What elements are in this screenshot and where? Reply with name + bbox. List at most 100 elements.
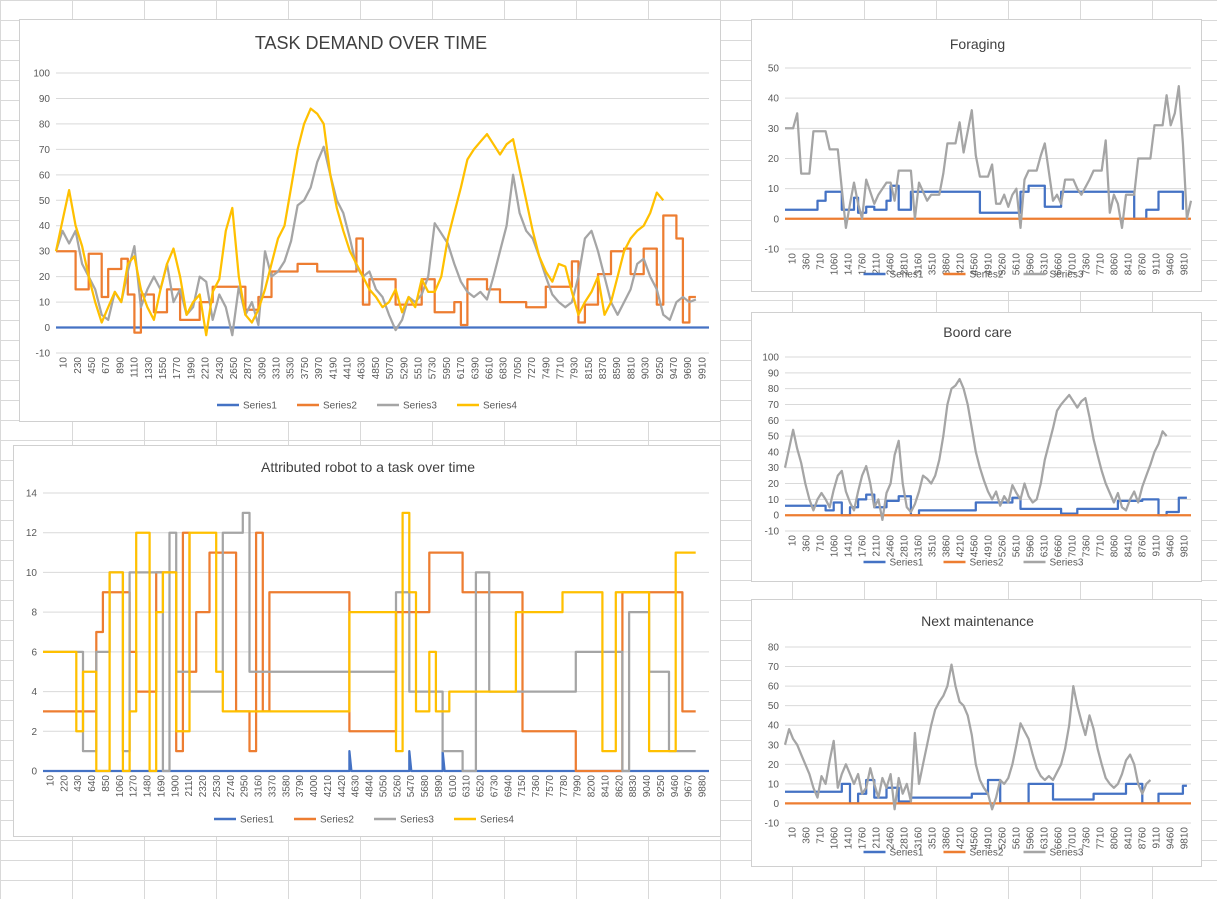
legend-label: Series3: [1050, 558, 1084, 569]
x-tick-label: 5290: [399, 357, 410, 380]
x-tick-label: 1060: [830, 827, 841, 850]
x-tick-label: 8760: [1138, 827, 1149, 850]
y-tick-label: 10: [768, 779, 780, 790]
x-tick-label: 8060: [1110, 253, 1121, 276]
x-tick-label: 2110: [184, 775, 195, 797]
legend-item: Series2: [943, 558, 1004, 569]
x-tick-label: 5610: [1012, 535, 1023, 558]
x-tick-label: 4420: [337, 775, 348, 798]
x-tick-label: 5070: [385, 357, 396, 380]
legend-item: Series2: [294, 815, 354, 826]
x-tick-label: 9670: [684, 775, 695, 798]
legend-label: Series4: [483, 401, 517, 412]
y-tick-label: -10: [765, 527, 780, 538]
x-tick-label: 9030: [641, 357, 652, 380]
x-tick-label: 7710: [1096, 535, 1107, 558]
x-tick-label: 230: [73, 357, 84, 374]
series-line-series4: [43, 511, 696, 773]
x-tick-label: 9040: [642, 775, 653, 798]
x-tick-label: 3310: [272, 357, 283, 380]
x-tick-label: 9110: [1152, 253, 1163, 275]
x-tick-label: 1770: [172, 357, 183, 380]
x-tick-label: 4560: [970, 253, 981, 276]
y-tick-label: 10: [768, 184, 780, 195]
x-tick-label: 2460: [886, 535, 897, 558]
x-tick-label: 9250: [656, 775, 667, 798]
y-tick-label: 50: [768, 701, 780, 712]
x-tick-label: 710: [816, 535, 827, 552]
chart-panel-foraging: Foraging -10 0 10 20 30 40 50 10 360 710 1060 1410 17…: [751, 19, 1202, 292]
x-tick-label: 1550: [158, 357, 169, 380]
x-tick-label: 2810: [900, 253, 911, 276]
y-tick-label: 12: [26, 528, 38, 539]
x-tick-label: 2110: [872, 253, 883, 275]
x-tick-label: 4210: [956, 827, 967, 850]
y-tick-label: 0: [773, 511, 779, 522]
y-tick-label: 100: [762, 353, 779, 364]
y-tick-label: 20: [768, 154, 780, 165]
y-tick-label: 60: [39, 170, 51, 181]
x-tick-label: 220: [59, 775, 70, 792]
legend-item: Series4: [457, 401, 517, 412]
y-tick-label: 6: [31, 647, 37, 658]
x-tick-label: 5730: [428, 357, 439, 380]
x-tick-label: 7570: [545, 775, 556, 798]
chart-title: Foraging: [950, 36, 1005, 52]
x-tick-label: 2460: [886, 253, 897, 276]
x-tick-label: 1410: [844, 253, 855, 276]
x-tick-label: 6310: [462, 775, 473, 798]
x-tick-label: 7270: [527, 357, 538, 380]
legend-item: Series1: [217, 401, 277, 412]
y-tick-label: 0: [773, 799, 779, 810]
x-tick-label: 5510: [413, 357, 424, 380]
x-tick-label: 7710: [1096, 253, 1107, 276]
series-line-series4: [54, 107, 665, 337]
x-tick-label: 8410: [1124, 827, 1135, 850]
series-line-series1: [43, 749, 709, 773]
legend-label: Series2: [320, 815, 354, 826]
x-tick-label: 6830: [499, 357, 510, 380]
y-tick-label: 70: [768, 662, 780, 673]
x-tick-label: 1060: [830, 253, 841, 276]
x-tick-label: 9460: [1166, 827, 1177, 850]
x-tick-label: 8200: [587, 775, 598, 798]
legend-label: Series4: [480, 815, 514, 826]
x-tick-label: 9810: [1180, 253, 1191, 276]
legend-label: Series1: [240, 815, 274, 826]
y-tick-label: 70: [39, 145, 51, 156]
x-tick-label: 2950: [240, 775, 251, 798]
x-tick-label: 3510: [928, 253, 939, 276]
x-tick-label: 1760: [858, 827, 869, 850]
chart-svg: Attributed robot to a task over time0246…: [26, 459, 709, 826]
x-tick-label: 7010: [1068, 827, 1079, 850]
y-tick-label: 30: [768, 463, 780, 474]
legend-label: Series3: [1050, 848, 1084, 859]
x-tick-label: 3860: [942, 535, 953, 558]
series-line-series3: [783, 377, 1168, 522]
x-tick-label: 9250: [655, 357, 666, 380]
x-tick-label: 5470: [406, 775, 417, 798]
x-tick-label: 7010: [1068, 535, 1079, 558]
y-tick-label: 14: [26, 489, 38, 500]
legend-label: Series1: [890, 270, 924, 281]
chart-title: Attributed robot to a task over time: [261, 459, 475, 475]
x-tick-label: 850: [101, 775, 112, 792]
chart-panel-next-maintenance: Next maintenance -10 0 10 20 30 40 50 60 70 80 10 36…: [751, 599, 1202, 867]
y-tick-label: 30: [39, 247, 51, 258]
x-tick-label: 3790: [295, 775, 306, 798]
x-tick-label: 8370: [598, 357, 609, 380]
x-tick-label: 4840: [365, 775, 376, 798]
legend-label: Series1: [243, 401, 277, 412]
x-tick-label: 10: [788, 535, 799, 547]
x-tick-label: 8830: [628, 775, 639, 798]
series-line-series3: [783, 663, 1152, 811]
x-tick-label: 4210: [956, 253, 967, 276]
x-tick-label: 1480: [143, 775, 154, 798]
x-tick-label: 4910: [984, 535, 995, 558]
x-tick-label: 2740: [226, 775, 237, 798]
legend-item: Series3: [1023, 558, 1084, 569]
x-tick-label: 2110: [872, 535, 883, 557]
x-tick-label: 3510: [928, 535, 939, 558]
